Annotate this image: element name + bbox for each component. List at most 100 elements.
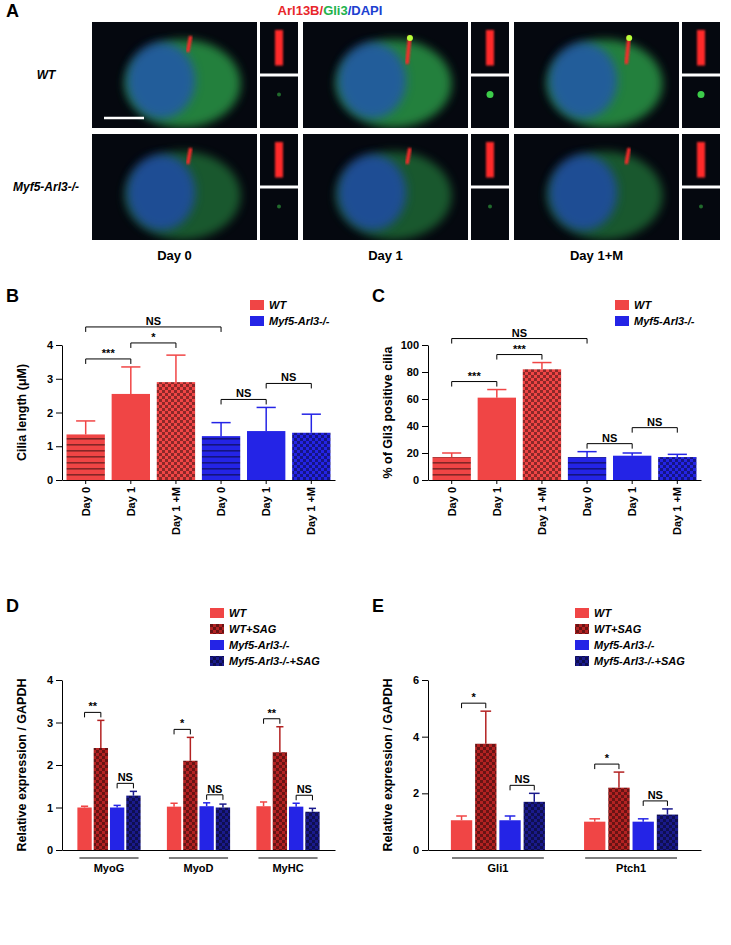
- y-tick: 2: [47, 759, 62, 771]
- error-bar-cap: [130, 791, 137, 793]
- error-bar-cap: [529, 793, 540, 795]
- y-tick: 0: [413, 844, 428, 856]
- error-bar: [121, 367, 140, 394]
- x-tick-label: Day 1: [125, 487, 137, 516]
- x-tick-mark: [311, 480, 312, 484]
- significance-label: NS: [512, 327, 527, 339]
- error-bar-stem: [485, 711, 487, 744]
- group-underline: [585, 857, 677, 858]
- significance-label: ***: [513, 343, 527, 355]
- bar: [608, 788, 629, 850]
- x-tick-label: Day 1: [260, 487, 272, 516]
- nucleus-signal: [338, 154, 406, 230]
- x-tick: Day 0: [446, 480, 458, 516]
- significance-label: NS: [602, 432, 617, 444]
- error-bar-stem: [311, 414, 313, 433]
- error-bar-cap: [121, 366, 140, 368]
- bar: [157, 382, 195, 480]
- legend: WTWT+SAGMyf5-Arl3-/-Myf5-Arl3-/-+SAG: [575, 607, 685, 667]
- legend-swatch: [615, 316, 629, 326]
- inset-red-signal: [486, 30, 494, 66]
- error-bar-stem: [265, 407, 267, 431]
- error-bar-cap: [114, 805, 121, 807]
- error-bar-cap: [487, 389, 506, 391]
- row-label: WT: [37, 68, 57, 82]
- micrograph-background: [514, 22, 679, 128]
- x-tick: Day 0: [215, 480, 227, 516]
- plot-area: [77, 720, 319, 850]
- legend-label: WT+SAG: [229, 623, 277, 635]
- chart: B01234Day 0Day 1Day 1 +MDay 0Day 1Day 1 …: [6, 286, 336, 535]
- x-tick-label: Day 1 +M: [536, 487, 548, 535]
- error-bar-stem: [618, 772, 620, 788]
- y-tick-label: 6: [413, 674, 419, 686]
- significance-label: ***: [102, 347, 116, 359]
- error-bar: [302, 414, 321, 433]
- error-bar: [456, 816, 467, 820]
- error-bar: [577, 452, 596, 457]
- column-label: Day 1+M: [570, 248, 623, 263]
- significance-bracket: [117, 783, 133, 788]
- legend-swatch: [575, 640, 589, 650]
- error-bar: [614, 772, 625, 788]
- legend-swatch: [210, 608, 224, 618]
- y-tick: 60: [407, 393, 428, 405]
- significance-label: *: [605, 752, 610, 764]
- significance-label: *: [180, 717, 185, 729]
- bar: [256, 806, 270, 850]
- micrograph: [303, 22, 509, 128]
- x-tick-label: Gli1: [488, 862, 509, 874]
- y-tick: 3: [47, 717, 62, 729]
- y-tick-label: 100: [401, 339, 419, 351]
- bar: [523, 369, 561, 480]
- y-tick-mark: [56, 480, 62, 481]
- y-tick-mark: [56, 765, 62, 766]
- inset-red-signal: [697, 142, 705, 178]
- group-underline: [452, 857, 544, 858]
- chart: E0246Gli1Ptch1Relative expression / GAPD…: [372, 596, 702, 874]
- micrograph-background: [92, 22, 257, 128]
- micrograph-background: [303, 134, 468, 240]
- error-bar-cap: [442, 452, 461, 454]
- bar: [292, 433, 330, 480]
- micrograph-content: [125, 148, 241, 239]
- y-tick-mark: [422, 480, 428, 481]
- micrograph: [92, 134, 298, 240]
- group-underline: [169, 857, 228, 858]
- significance-label: NS: [118, 771, 133, 783]
- x-tick: Day 1 +M: [536, 480, 548, 535]
- error-bar-stem: [534, 793, 536, 802]
- x-tick: Day 1 +M: [305, 480, 317, 535]
- significance-bracket: [221, 399, 266, 404]
- scale-bar: [104, 117, 144, 120]
- cytoplasm-signal: [125, 39, 241, 127]
- inset-red-signal: [275, 142, 283, 178]
- error-bar: [623, 453, 642, 456]
- nucleus-signal: [549, 42, 617, 118]
- bar: [584, 822, 605, 850]
- inset-red-signal: [486, 142, 494, 178]
- significance-bracket: [452, 382, 497, 387]
- significance-label: NS: [647, 416, 662, 428]
- figure-svg: AArl13B/Gli3/DAPIWTMyf5-Arl3-/-Day 0Day …: [0, 0, 731, 945]
- y-axis-title: Relative expression / GAPDH: [15, 679, 29, 852]
- significance-bracket: [174, 729, 190, 734]
- x-tick: Day 1: [260, 480, 272, 516]
- legend-swatch: [615, 300, 629, 310]
- error-bar: [532, 363, 551, 370]
- error-bar: [293, 803, 300, 806]
- panel-label: C: [372, 286, 385, 306]
- y-tick-mark: [422, 426, 428, 427]
- x-tick: MyHC: [258, 850, 317, 874]
- significance-label: *: [472, 691, 477, 703]
- bar: [305, 812, 319, 850]
- error-bar-stem: [279, 727, 281, 753]
- y-axis-line: [428, 681, 429, 851]
- y-tick-label: 0: [47, 844, 53, 856]
- error-bar: [114, 805, 121, 807]
- bar: [77, 808, 91, 851]
- bar: [475, 744, 496, 850]
- y-tick-mark: [422, 680, 428, 681]
- error-bar: [276, 727, 283, 753]
- x-axis: Day 0Day 1Day 1 +MDay 0Day 1Day 1 +M: [429, 480, 702, 535]
